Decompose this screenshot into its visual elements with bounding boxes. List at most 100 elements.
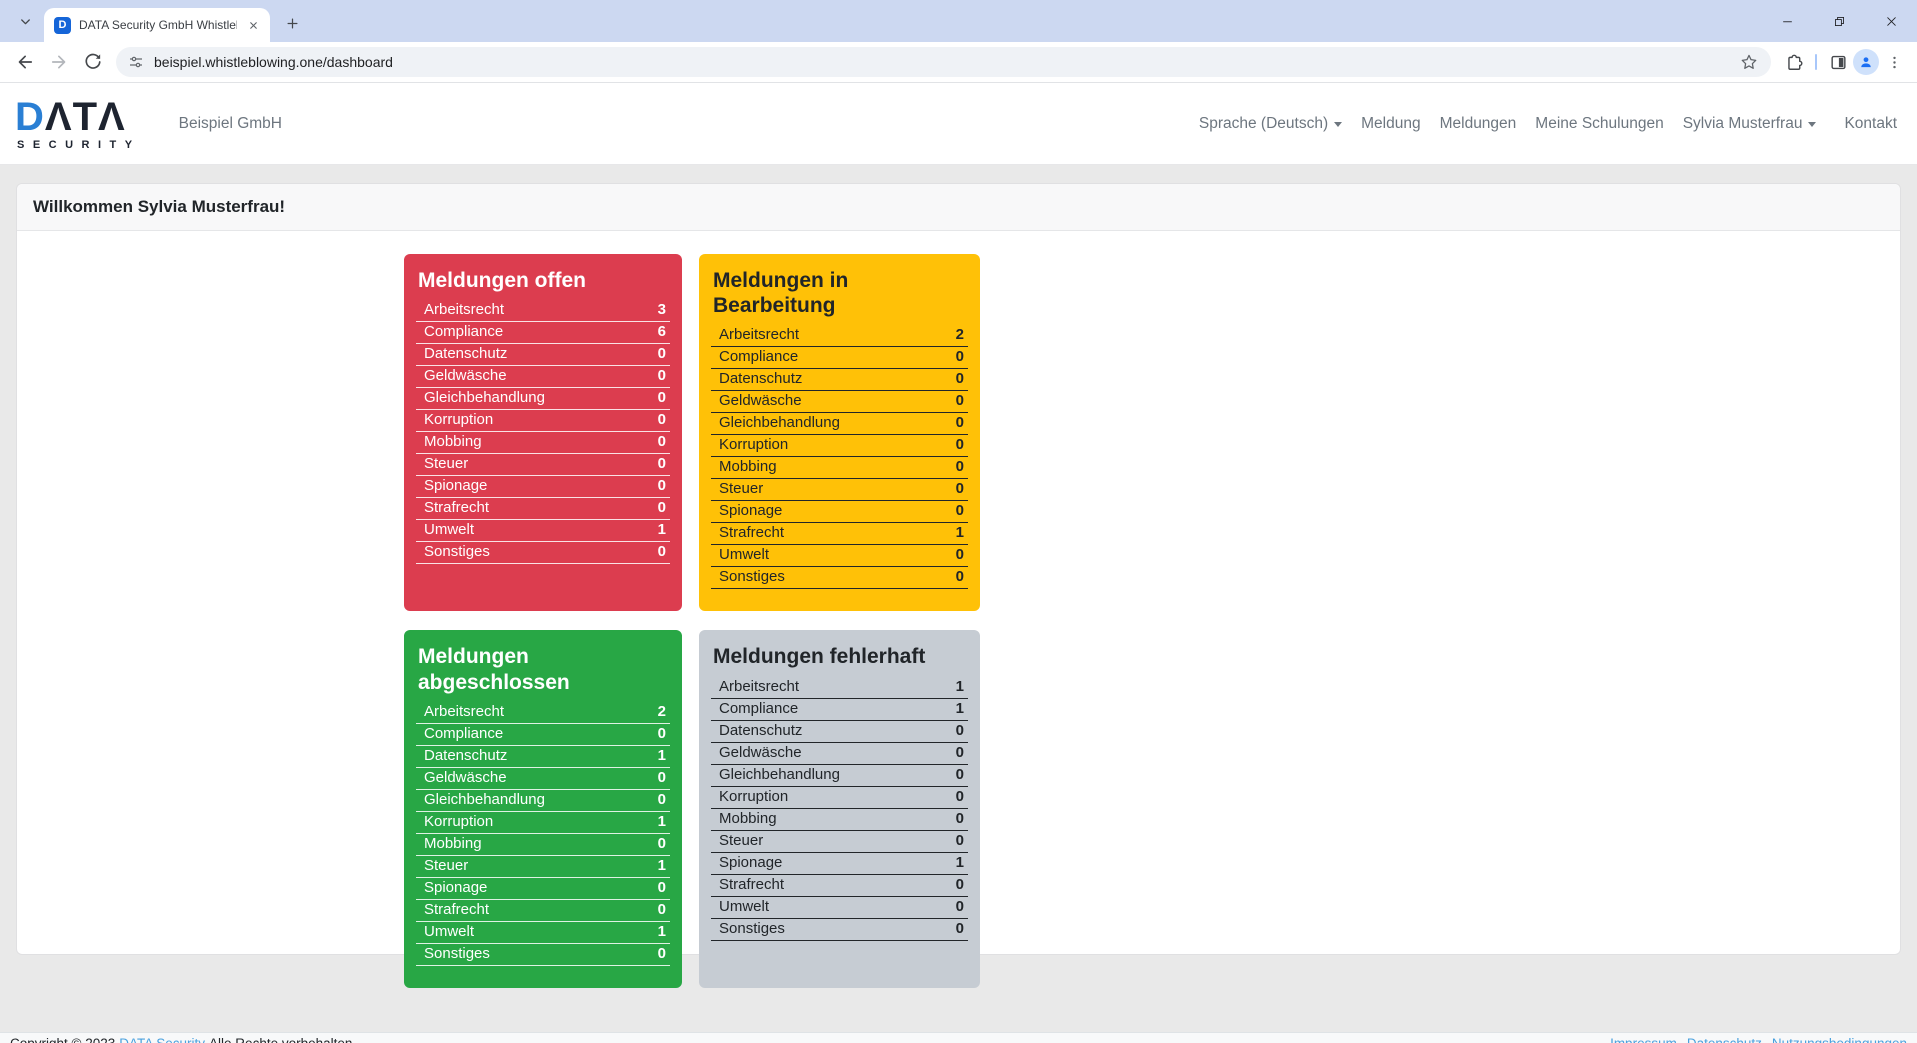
category-label: Datenschutz xyxy=(719,721,803,739)
restore-button[interactable] xyxy=(1813,0,1865,42)
dashboard-page: Willkommen Sylvia Musterfrau! Meldungen … xyxy=(0,183,1917,1032)
category-count: 3 xyxy=(657,301,666,319)
browser-menu-button[interactable] xyxy=(1879,47,1909,77)
minimize-button[interactable] xyxy=(1761,0,1813,42)
category-label: Mobbing xyxy=(719,809,777,827)
category-label: Datenschutz xyxy=(424,345,508,363)
footer-company-link[interactable]: DATA Security xyxy=(119,1035,206,1043)
report-row: Datenschutz 0 xyxy=(711,369,968,392)
data-security-logo[interactable]: DΛTΛ SECURITY xyxy=(15,97,141,151)
category-label: Spionage xyxy=(424,477,488,495)
category-label: Sonstiges xyxy=(424,543,490,561)
mini-card-rows: Arbeitsrecht 2 Compliance 0 Datenschutz 1 Geld… xyxy=(416,702,670,966)
category-label: Compliance xyxy=(424,724,504,742)
site-info-icon[interactable] xyxy=(128,54,144,70)
category-count: 0 xyxy=(955,831,964,849)
category-label: Compliance xyxy=(719,348,799,366)
url-text[interactable]: beispiel.whistleblowing.one/dashboard xyxy=(154,54,393,70)
report-row: Arbeitsrecht 2 xyxy=(711,325,968,348)
report-row: Geldwäsche 0 xyxy=(711,743,968,765)
report-row: Compliance 1 xyxy=(711,699,968,721)
footer-link-nutzungsbedingungen[interactable]: Nutzungsbedingungen xyxy=(1771,1035,1907,1043)
mini-card-title: Meldungen in Bearbeitung xyxy=(713,269,849,318)
report-row: Sonstiges 0 xyxy=(711,567,968,590)
category-count: 1 xyxy=(955,853,964,871)
category-label: Compliance xyxy=(719,699,799,717)
star-icon xyxy=(1740,53,1758,71)
nav-item-language[interactable]: Sprache (Deutsch) xyxy=(1199,115,1343,133)
restore-icon xyxy=(1833,15,1846,28)
category-count: 0 xyxy=(955,897,964,915)
report-row: Mobbing 0 xyxy=(711,457,968,480)
category-count: 0 xyxy=(955,809,964,827)
category-count: 0 xyxy=(955,436,964,454)
category-count: 2 xyxy=(657,702,666,720)
report-row: Mobbing 0 xyxy=(711,809,968,831)
category-count: 0 xyxy=(657,543,666,561)
nav-item-kontakt[interactable]: Kontakt xyxy=(1844,114,1897,132)
category-label: Strafrecht xyxy=(719,875,785,893)
close-window-button[interactable] xyxy=(1865,0,1917,42)
category-count: 1 xyxy=(955,677,964,695)
tab-search-button[interactable] xyxy=(10,6,40,36)
category-label: Strafrecht xyxy=(424,499,490,517)
back-button[interactable] xyxy=(8,45,42,79)
report-row: Gleichbehandlung 0 xyxy=(416,790,670,812)
browser-tabstrip: D DATA Security GmbH Whistleblow xyxy=(0,0,1917,42)
side-panel-button[interactable] xyxy=(1823,47,1853,77)
report-row: Geldwäsche 0 xyxy=(416,768,670,790)
category-count: 0 xyxy=(657,790,666,808)
category-label: Gleichbehandlung xyxy=(719,414,840,432)
category-count: 0 xyxy=(955,370,964,388)
category-count: 2 xyxy=(955,326,964,344)
category-label: Datenschutz xyxy=(719,370,803,388)
reload-button[interactable] xyxy=(76,45,110,79)
category-count: 0 xyxy=(955,743,964,761)
category-label: Spionage xyxy=(719,853,783,871)
category-count: 6 xyxy=(657,323,666,341)
tab-close-button[interactable] xyxy=(245,17,262,34)
category-label: Datenschutz xyxy=(424,746,508,764)
browser-tab-active[interactable]: D DATA Security GmbH Whistleblow xyxy=(44,8,270,42)
category-label: Steuer xyxy=(424,856,469,874)
nav-item-meldung[interactable]: Meldung xyxy=(1361,114,1421,132)
mini-card-title: Meldungen fehlerhaft xyxy=(713,645,926,669)
category-label: Arbeitsrecht xyxy=(424,301,505,319)
bookmark-button[interactable] xyxy=(1737,50,1761,74)
report-row: Strafrecht 1 xyxy=(711,523,968,546)
extensions-button[interactable] xyxy=(1779,47,1809,77)
profile-avatar[interactable] xyxy=(1853,49,1879,75)
report-row: Sonstiges 0 xyxy=(416,944,670,966)
footer-link-impressum[interactable]: Impressum xyxy=(1610,1035,1677,1043)
nav-item-meldungen[interactable]: Meldungen xyxy=(1439,114,1517,132)
category-count: 0 xyxy=(955,721,964,739)
category-label: Mobbing xyxy=(424,834,482,852)
report-row: Umwelt 1 xyxy=(416,922,670,944)
person-icon xyxy=(1858,54,1874,70)
category-label: Strafrecht xyxy=(719,524,785,542)
category-count: 0 xyxy=(657,944,666,962)
footer-link-datenschutz[interactable]: Datenschutz xyxy=(1686,1035,1762,1043)
url-bar[interactable]: beispiel.whistleblowing.one/dashboard xyxy=(116,47,1771,77)
report-row: Arbeitsrecht 1 xyxy=(711,677,968,699)
card-meldungen-fehlerhaft: Meldungen fehlerhaft Arbeitsrecht 1 Compli… xyxy=(699,630,980,988)
copyright-text: Copyright © 2023 DATA Security Alle Rech… xyxy=(10,1036,356,1043)
forward-button[interactable] xyxy=(42,45,76,79)
new-tab-button[interactable] xyxy=(278,9,306,37)
category-count: 0 xyxy=(657,389,666,407)
nav-item-schulungen[interactable]: Meine Schulungen xyxy=(1535,114,1664,132)
category-label: Geldwäsche xyxy=(719,392,802,410)
toolbar-divider xyxy=(1815,54,1817,70)
report-row: Gleichbehandlung 0 xyxy=(416,388,670,411)
report-row: Gleichbehandlung 0 xyxy=(711,413,968,436)
category-label: Sonstiges xyxy=(719,919,785,937)
report-row: Spionage 0 xyxy=(416,878,670,900)
caret-down-icon xyxy=(1334,122,1343,127)
puzzle-icon xyxy=(1785,53,1804,72)
report-row: Korruption 0 xyxy=(711,787,968,809)
category-label: Mobbing xyxy=(424,433,482,451)
category-count: 1 xyxy=(657,746,666,764)
nav-item-user-menu[interactable]: Sylvia Musterfrau xyxy=(1683,115,1817,133)
mini-card-rows: Arbeitsrecht 3 Compliance 6 Datenschutz 0 Geld… xyxy=(416,300,670,565)
kebab-menu-icon xyxy=(1886,54,1903,71)
